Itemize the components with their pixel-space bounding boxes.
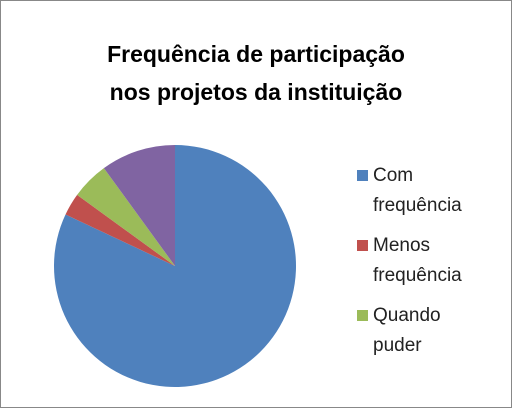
legend-label: Menos frequência [373,235,462,286]
chart-title: Frequência de participação nos projetos … [1,35,511,111]
title-line: nos projetos da instituição [109,79,403,105]
pie-slice [103,145,175,266]
pie-slice [77,168,175,266]
legend-entry: Quando puder [357,301,485,361]
legend-label: Com frequência [373,165,462,216]
title-line: Frequência de participação [107,41,405,67]
legend-entry: Menos frequência [357,231,485,291]
pie-slice [54,145,297,387]
legend-swatch [357,310,368,321]
legend-label: Quando puder [373,305,441,356]
legend-swatch [357,170,368,181]
legend-entry: Com frequência [357,161,485,221]
legend-swatch [357,240,368,251]
legend: Com frequência Menos frequência Quando pud… [357,161,497,371]
pie-slice [65,194,175,266]
